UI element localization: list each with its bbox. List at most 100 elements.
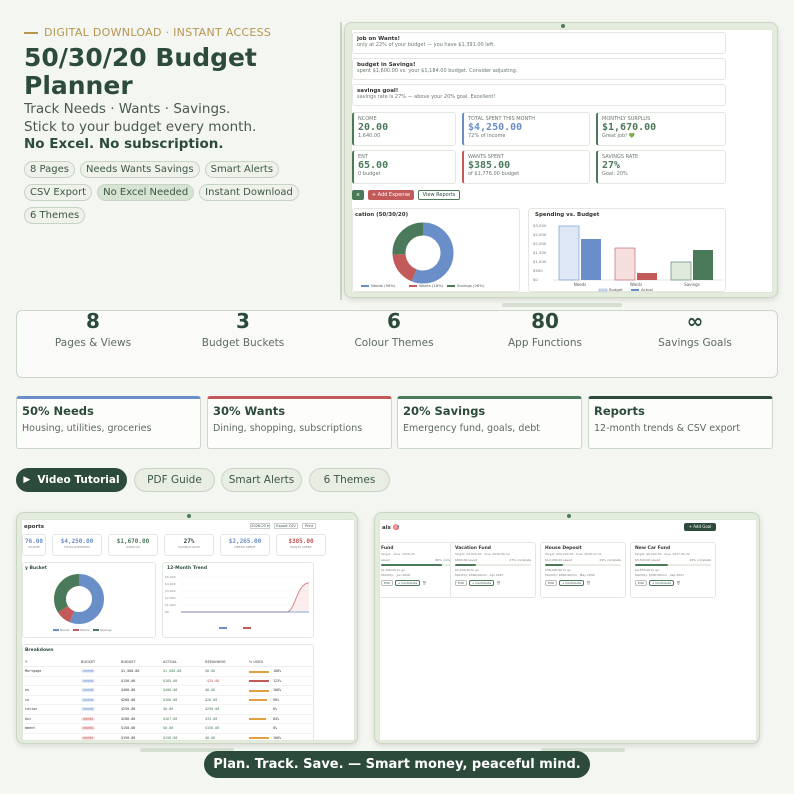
pill: 6 Themes — [24, 207, 86, 224]
feature-card-reports: Reports 12-month trends & CSV export — [588, 396, 773, 449]
themes-button[interactable]: 6 Themes — [309, 468, 390, 492]
stat-pages: 8 Pages & Views — [17, 309, 169, 349]
legend-label: Wants (18%) — [419, 283, 444, 288]
alert-text: spent $1,600.00 vs. your $1,184.00 budge… — [357, 68, 518, 74]
table-cell: 100% — [273, 669, 282, 673]
pdf-guide-button[interactable]: PDF Guide — [134, 468, 215, 492]
table-cell: es — [25, 688, 30, 692]
delete-icon[interactable]: 🗑 — [676, 581, 681, 585]
goal-name: Vacation Fund — [455, 546, 492, 551]
kpi-label: NCOME — [358, 116, 377, 122]
bucket-tag: needs — [81, 678, 96, 683]
laptop-dashboard: job on Wants! only at 22% of your budget… — [344, 22, 778, 298]
stat-label: Colour Themes — [354, 337, 434, 349]
goal-to-go: $4,500.00 to go — [635, 568, 659, 572]
kpi-card: ENT 65.00 0 budget — [352, 150, 456, 184]
table-cell: $260.00 — [121, 697, 136, 702]
table-cell: $167.00 — [163, 716, 178, 721]
export-csv-button[interactable]: Export CSV — [274, 523, 298, 529]
table-cell: 0% — [273, 707, 278, 711]
reports-screen: eports 2026-03 ▾ Export CSV Print 76.00 N… — [21, 519, 355, 741]
stats-bar: 8 Pages & Views 3 Budget Buckets 6 Colour T… — [16, 309, 778, 378]
kpi-value: 20.00 — [358, 122, 389, 133]
stat-number: 80 — [531, 309, 559, 333]
table-cell: $160.00 — [163, 697, 178, 702]
play-icon: ▶ — [23, 475, 31, 485]
contribute-button[interactable]: + Contribute — [394, 580, 421, 586]
table-row: mment wants $150.00 $0.00 $150.00 0% — [23, 724, 315, 734]
laptop-reports: eports 2026-03 ▾ Export CSV Print 76.00 N… — [16, 512, 358, 744]
kpi-label: SAVINGS RATE — [178, 545, 200, 549]
smart-alerts-button[interactable]: Smart Alerts — [221, 468, 302, 492]
table-cell: $0.00 — [163, 707, 174, 711]
table-cell: 84% — [273, 716, 280, 721]
goal-percent: 80% complete — [435, 558, 457, 562]
edit-goal-button[interactable]: Edit — [455, 580, 467, 586]
legend-swatch — [598, 288, 608, 292]
y-tick: $2,000 — [165, 596, 176, 600]
kpi-value: $4,250.00 — [468, 122, 523, 133]
month-select[interactable]: 2026-03 ▾ — [250, 523, 270, 529]
print-button[interactable]: Print — [302, 523, 316, 529]
column-header: ACTUAL — [163, 660, 177, 664]
view-reports-button[interactable]: View Reports — [418, 190, 460, 200]
video-tutorial-button[interactable]: ▶ Video Tutorial — [16, 468, 127, 492]
delete-icon[interactable]: 🗑 — [422, 581, 427, 585]
goal-saved: saved — [381, 558, 390, 562]
contribute-button[interactable]: + Contribute — [648, 580, 675, 586]
edit-goal-button[interactable]: Edit — [381, 580, 393, 586]
edit-goal-button[interactable]: Edit — [545, 580, 557, 586]
table-cell: $400.00 — [121, 688, 136, 692]
kpi-value: $4,250.00 — [60, 538, 94, 545]
pill: 8 Pages — [24, 161, 75, 178]
table-cell: $150.00 — [163, 735, 178, 740]
laptop-base — [140, 748, 234, 752]
goal-card: Vacation Fund Target: $3,000.00 · Due: 20… — [450, 542, 536, 598]
table-cell: $250.00 — [121, 707, 136, 711]
goal-to-go: $1,000.00 to go — [381, 568, 405, 572]
goal-target: Target: $50,000.00 · Due: 2028-12-31 — [545, 552, 602, 556]
goals-screen: als 🎯 + Add Goal Fund Target: · Due: 2026… — [379, 519, 757, 741]
delete-icon[interactable]: 🗑 — [586, 581, 591, 585]
bar-wants-budget — [614, 247, 636, 281]
kpi-value: $385.00 — [468, 160, 511, 171]
progress-track — [455, 564, 531, 566]
legend-label: Wants — [80, 628, 90, 632]
trend-chart-card: 12-Month Trend $5,000 $4,000 $3,000 $2,0… — [162, 562, 314, 638]
tagline: Track Needs · Wants · Savings. Stick to y… — [24, 100, 334, 136]
edit-goal-button[interactable]: Edit — [635, 580, 647, 586]
kpi-value: 27% — [183, 538, 195, 545]
contribute-button[interactable]: + Contribute — [468, 580, 495, 586]
feature-desc: Housing, utilities, groceries — [22, 423, 152, 434]
kpi-sub: 1,640.00 — [358, 133, 381, 139]
table-cell: $150.00 — [205, 726, 220, 730]
alert-text: savings rate is 27% — above your 20% goa… — [357, 94, 496, 100]
kpi-value: $1,670.00 — [116, 538, 150, 545]
donut-slice-savings — [54, 574, 104, 624]
add-goal-button[interactable]: + Add Goal — [684, 523, 716, 531]
add-income-button[interactable]: e — [352, 190, 364, 200]
legend-label: Actual — [641, 287, 653, 292]
x-tick: Wants — [630, 282, 642, 287]
bar-wants-actual — [637, 273, 657, 280]
goal-actions: Edit + Contribute 🗑 — [545, 580, 621, 586]
page-title: 50/30/20 Budget Planner — [24, 44, 324, 100]
kpi-label: MONTHLY SURPLUS — [602, 116, 651, 122]
x-tick: Savings — [684, 282, 700, 287]
alert-title: savings goal! — [357, 88, 399, 94]
legend-label: Needs (56%) — [371, 283, 396, 288]
table-cell: $400.00 — [163, 688, 178, 692]
donut-slice-savings — [392, 222, 454, 284]
add-expense-button[interactable]: + Add Expense — [368, 190, 414, 200]
stat-number: 6 — [387, 309, 401, 333]
table-header: Y BUCKET BUDGET ACTUAL REMAINING % USED — [23, 659, 315, 667]
y-tick: $3,000 — [533, 223, 547, 228]
delete-icon[interactable]: 🗑 — [496, 581, 501, 585]
laptop-base — [541, 748, 625, 752]
kpi-value: 27% — [602, 160, 621, 171]
legend-label: Needs — [60, 628, 70, 632]
table-cell: 100% — [273, 735, 282, 740]
legend-swatch — [361, 285, 369, 287]
y-tick: $2,000 — [533, 241, 547, 246]
contribute-button[interactable]: + Contribute — [558, 580, 585, 586]
